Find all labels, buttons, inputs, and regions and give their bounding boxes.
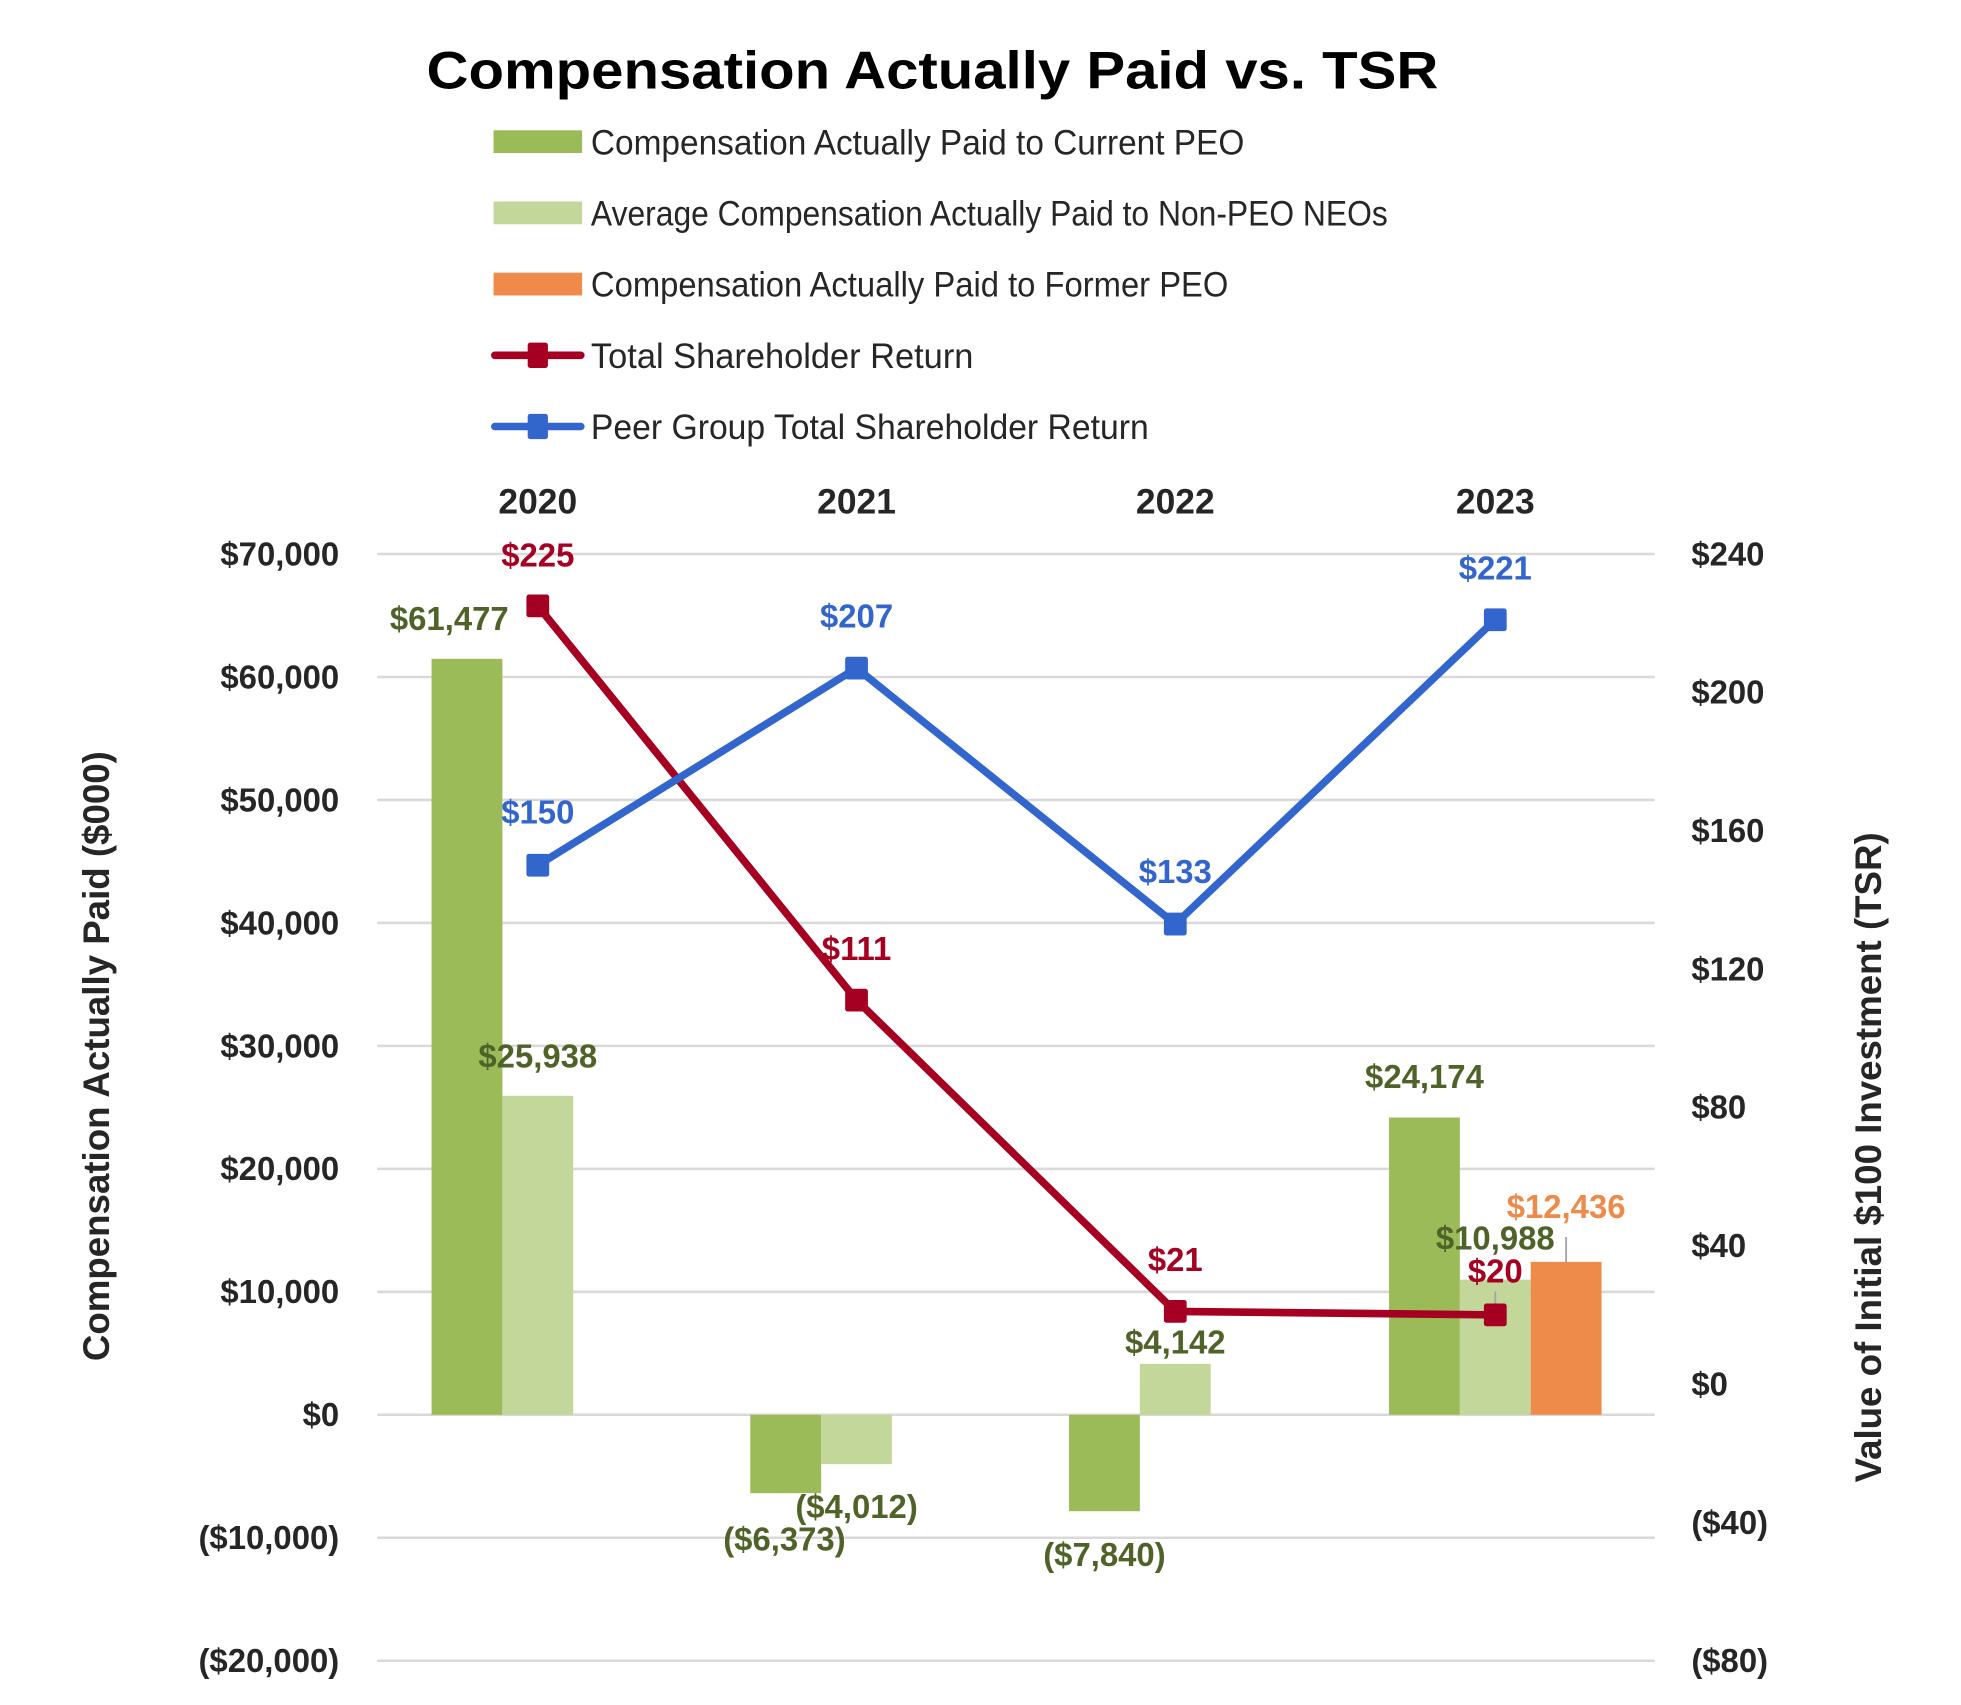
data-label: ($4,012) — [795, 1488, 917, 1525]
right-axis-ticks: $240 $200 $160 $120 $80 $40 $0 ($40) ($80) — [1691, 535, 1768, 1679]
data-label: $111 — [822, 930, 892, 967]
left-tick-label: $30,000 — [220, 1027, 339, 1064]
category-label: 2020 — [498, 482, 577, 522]
data-label: $207 — [820, 597, 893, 634]
data-label: $61,477 — [390, 600, 509, 637]
bar — [431, 658, 503, 1415]
bar — [821, 1414, 892, 1465]
right-tick-label: $160 — [1691, 812, 1764, 849]
right-tick-label: $120 — [1691, 950, 1764, 987]
data-label: $4,142 — [1125, 1323, 1226, 1360]
legend-label: Compensation Actually Paid to Current PE… — [591, 122, 1244, 162]
bar — [1069, 1414, 1140, 1512]
line-marker — [1483, 1303, 1507, 1327]
bar — [1530, 1261, 1602, 1415]
left-tick-label: $50,000 — [220, 781, 339, 818]
legend-marker — [527, 342, 548, 368]
data-label: $25,938 — [478, 1038, 597, 1075]
right-tick-label: ($80) — [1691, 1642, 1768, 1679]
series-line — [534, 603, 1496, 1319]
left-axis-label: Compensation Actually Paid ($000) — [76, 751, 117, 1361]
data-label: $10,988 — [1436, 1220, 1555, 1257]
data-label: $133 — [1139, 853, 1212, 890]
legend-label: Total Shareholder Return — [591, 336, 973, 376]
data-label: ($7,840) — [1043, 1536, 1165, 1573]
legend: Compensation Actually Paid to Current PE… — [491, 122, 1388, 447]
left-tick-label: $70,000 — [220, 535, 339, 572]
left-tick-label: $10,000 — [220, 1273, 339, 1310]
right-tick-label: $200 — [1691, 674, 1764, 711]
right-tick-label: $240 — [1691, 535, 1764, 572]
lines — [526, 594, 1507, 1327]
line-marker — [1163, 912, 1187, 936]
right-tick-label: $80 — [1691, 1089, 1746, 1126]
data-labels: $61,477 ($6,373) ($7,840) $24,174 $25,938 ($4… — [390, 537, 1626, 1573]
right-tick-label: $0 — [1691, 1365, 1728, 1402]
data-label: $21 — [1148, 1241, 1203, 1278]
left-tick-label: $60,000 — [220, 658, 339, 695]
line-marker — [1163, 1300, 1187, 1323]
category-label: 2022 — [1136, 482, 1215, 522]
legend-marker — [527, 413, 548, 440]
left-tick-label: ($10,000) — [198, 1519, 339, 1556]
legend-label: Peer Group Total Shareholder Return — [591, 407, 1149, 447]
line-marker — [845, 656, 868, 680]
line-marker — [1483, 608, 1507, 632]
left-tick-label: $0 — [303, 1396, 340, 1433]
data-label: $150 — [501, 793, 574, 830]
left-tick-label: ($20,000) — [198, 1642, 339, 1679]
right-axis-label: Value of Initial $100 Investment (TSR) — [1848, 832, 1889, 1482]
data-label: $24,174 — [1365, 1058, 1485, 1095]
series-line — [535, 616, 1498, 928]
legend-label: Average Compensation Actually Paid to No… — [591, 194, 1388, 234]
legend-swatch — [493, 272, 583, 296]
data-label: $20 — [1468, 1253, 1523, 1290]
bar — [1389, 1117, 1460, 1415]
category-label: 2021 — [817, 482, 896, 522]
line-marker — [845, 988, 868, 1012]
line-marker — [526, 853, 550, 877]
left-axis-ticks: $70,000 $60,000 $50,000 $40,000 $30,000 $20,0… — [198, 535, 339, 1679]
right-tick-label: ($40) — [1691, 1504, 1768, 1541]
legend-swatch — [493, 130, 583, 154]
data-label: $12,436 — [1507, 1188, 1626, 1225]
right-tick-label: $40 — [1691, 1227, 1746, 1264]
bar — [502, 1095, 574, 1415]
bar — [1139, 1363, 1211, 1415]
chart-title: Compensation Actually Paid vs. TSR — [427, 42, 1439, 101]
data-label: ($6,373) — [723, 1521, 845, 1558]
left-tick-label: $40,000 — [220, 904, 339, 941]
category-labels: 2020 2021 2022 2023 — [498, 482, 1534, 522]
bar — [750, 1414, 822, 1494]
data-label: $225 — [501, 537, 574, 574]
left-tick-label: $20,000 — [220, 1150, 339, 1187]
data-label: $221 — [1459, 549, 1532, 586]
legend-swatch — [493, 201, 583, 225]
category-label: 2023 — [1456, 482, 1535, 522]
bars — [431, 658, 1602, 1512]
legend-label: Compensation Actually Paid to Former PEO — [591, 265, 1228, 305]
line-marker — [526, 594, 550, 618]
